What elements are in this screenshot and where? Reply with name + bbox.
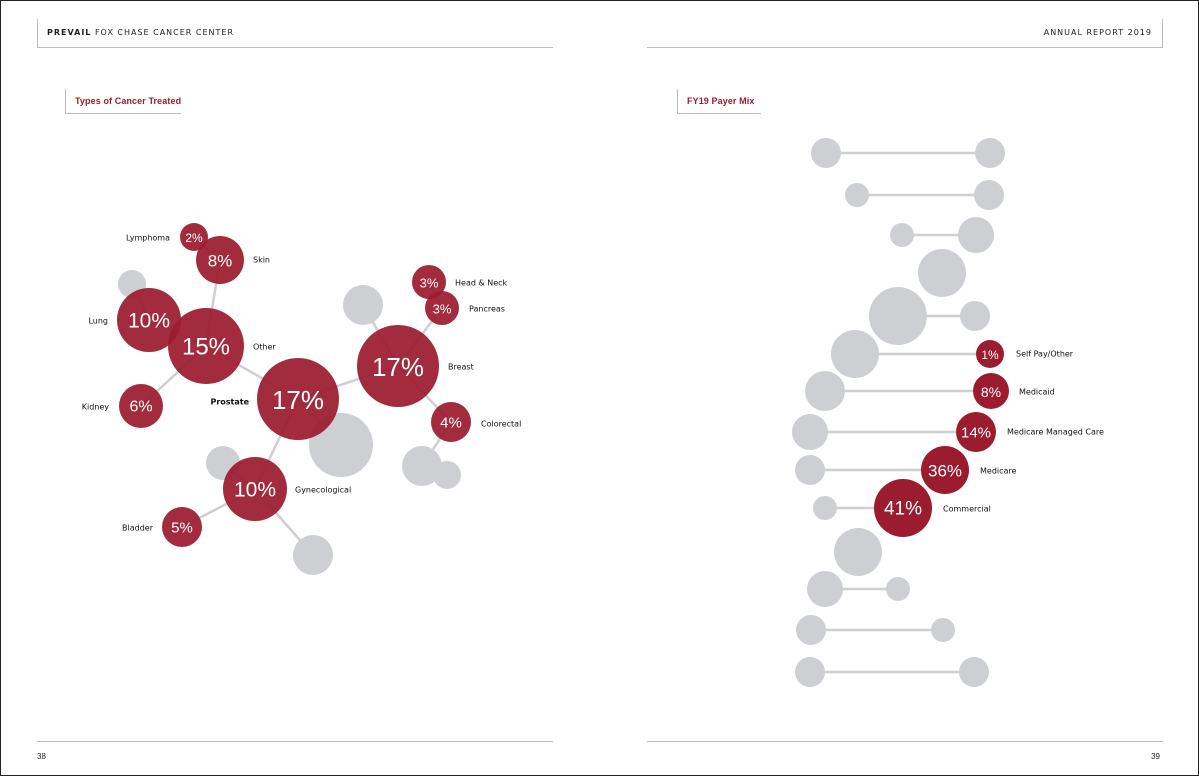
bubble-lung [117,288,181,352]
left-title-rule [65,113,181,114]
label-gynecological: Gynecological [295,486,351,495]
pct-breast: 17% [372,352,424,382]
label-lung: Lung [88,317,108,326]
pct-lymphoma: 2% [185,231,203,245]
label-lymphoma: Lymphoma [126,234,170,243]
pct-prostate: 17% [272,385,324,415]
bubble-medicare-managed [956,412,996,452]
pct-medicare: 36% [928,462,962,481]
payer-name-labels: Self Pay/Other Medicaid Medicare Managed… [943,350,1104,514]
pct-bladder: 5% [171,520,193,537]
left-footer-rule [37,741,553,742]
left-title-frame [65,89,66,113]
cancer-bubbles [117,223,471,547]
label-prostate: Prostate [210,398,249,407]
right-page-number: 39 [1151,752,1160,761]
label-breast: Breast [448,363,474,372]
pct-lung: 10% [128,310,170,333]
pct-gynecological: 10% [234,479,276,502]
bubble-commercial [874,479,932,537]
right-title-rule [677,113,761,114]
payer-pct-labels: 1% 8% 14% 36% 41% [884,348,1001,520]
ladder-gray-bubbles [792,138,1005,687]
pct-head-neck: 3% [420,276,439,291]
bubble-skin [196,236,244,284]
bubble-pancreas [425,291,459,325]
bubble-medicaid [973,373,1009,409]
pct-medicaid: 8% [981,384,1001,400]
bubble-medicare [921,446,969,494]
report-title: ANNUAL REPORT 2019 [1043,28,1152,37]
label-pancreas: Pancreas [469,305,505,314]
right-title-frame [677,89,678,113]
bubble-kidney [119,384,163,428]
brand-name: PREVAIL [47,28,92,37]
pct-colorectal: 4% [440,415,462,432]
label-kidney: Kidney [82,403,110,412]
bubble-gynecological [223,457,287,521]
label-colorectal: Colorectal [481,420,521,429]
bubble-lymphoma [180,223,208,251]
right-header-rule [647,47,1163,48]
bubble-head-neck [412,265,446,299]
left-header-frame [37,19,38,47]
pct-other: 15% [182,334,230,361]
label-medicaid: Medicaid [1019,388,1055,397]
label-skin: Skin [253,256,270,265]
left-header: PREVAIL FOX CHASE CANCER CENTER [47,28,234,37]
pct-medicare-managed: 14% [961,425,991,442]
right-footer-rule [647,741,1163,742]
label-self-pay: Self Pay/Other [1016,350,1074,359]
pct-self-pay: 1% [981,348,999,362]
bubble-self-pay [976,340,1004,368]
bubble-breast [357,325,439,407]
pct-commercial: 41% [884,499,922,520]
label-bladder: Bladder [122,524,154,533]
cancer-name-labels: Lymphoma Skin Lung Other Kidney Prostate… [82,234,522,533]
cancer-pct-labels: 2% 8% 10% 15% 6% 17% 17% 3% 3% 4% 10% 5% [128,231,462,537]
bubble-colorectal [431,402,471,442]
cancer-types-chart: 2% 8% 10% 15% 6% 17% 17% 3% 3% 4% 10% 5%… [82,223,522,575]
pct-skin: 8% [208,252,233,271]
label-medicare-managed: Medicare Managed Care [1007,428,1104,437]
right-section-title: FY19 Payer Mix [687,96,755,106]
left-header-rule [37,47,553,48]
bubble-bladder [162,507,202,547]
pct-kidney: 6% [129,399,152,416]
right-header-frame [1162,19,1163,47]
label-other: Other [253,343,276,352]
bubble-other [168,308,244,384]
bubble-prostate [257,358,339,440]
payer-bubbles [874,340,1009,537]
label-medicare: Medicare [980,467,1017,476]
label-commercial: Commercial [943,505,991,514]
label-head-neck: Head & Neck [455,279,508,288]
pct-pancreas: 3% [433,302,452,317]
org-name: FOX CHASE CANCER CENTER [94,28,235,37]
left-page-number: 38 [37,752,46,761]
left-section-title: Types of Cancer Treated [75,96,182,106]
